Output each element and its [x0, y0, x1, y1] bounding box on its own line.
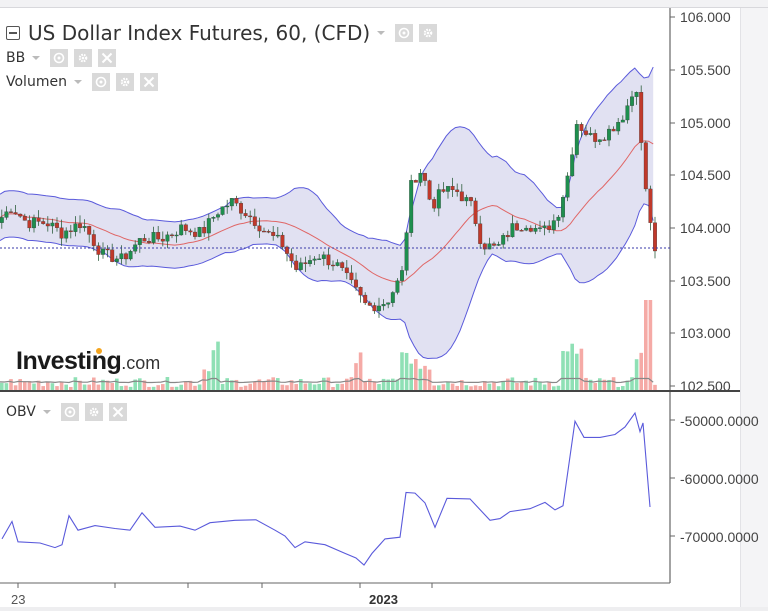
obv-line — [1, 411, 651, 566]
eye-icon[interactable] — [60, 403, 79, 421]
top-toolbar-strip — [0, 0, 768, 8]
price-axis-label: 104.000 — [680, 220, 731, 236]
gear-icon[interactable] — [84, 403, 103, 421]
price-axis-label: 102.500 — [680, 378, 731, 394]
obv-axis-label: -70000.0000 — [680, 529, 759, 545]
price-axis-label: 104.500 — [680, 167, 731, 183]
gear-icon[interactable] — [419, 24, 438, 42]
candlesticks — [0, 85, 657, 318]
time-axis-label: 23 — [11, 592, 26, 607]
price-axis-label: 105.000 — [680, 115, 731, 131]
close-icon[interactable] — [108, 403, 127, 421]
bollinger-bands — [0, 66, 654, 360]
logo-main: Investing — [16, 347, 122, 375]
investing-logo: Investing.com — [16, 347, 160, 376]
eye-icon[interactable] — [50, 49, 69, 67]
volume-histogram — [0, 300, 657, 390]
bottom-gutter — [0, 607, 768, 611]
indicator-legend-obv: OBV — [6, 403, 129, 421]
indicator-name: OBV — [6, 404, 36, 420]
obv-axis-label: -50000.0000 — [680, 413, 759, 429]
indicator-name: Volumen — [6, 74, 67, 90]
time-axis-label-year: 2023 — [369, 592, 398, 607]
chevron-down-icon[interactable] — [73, 80, 82, 84]
price-axis-label: 106.000 — [680, 9, 731, 25]
chart-title: US Dollar Index Futures, 60, (CFD) — [28, 21, 371, 45]
indicator-legend-volume: Volumen — [6, 73, 160, 91]
indicator-legend-bb: BB — [6, 49, 118, 67]
obv-axis-label: -60000.0000 — [680, 471, 759, 487]
chevron-down-icon[interactable] — [377, 31, 386, 35]
gear-icon[interactable] — [74, 49, 93, 67]
price-axis-label: 103.500 — [680, 273, 731, 289]
gear-icon[interactable] — [115, 73, 134, 91]
eye-icon[interactable] — [91, 73, 110, 91]
logo-dot — [96, 348, 102, 354]
logo-suffix: .com — [121, 353, 161, 373]
close-icon[interactable] — [139, 73, 158, 91]
chevron-down-icon[interactable] — [42, 410, 51, 414]
axis-ticks — [17, 16, 675, 588]
price-axis-label: 105.500 — [680, 62, 731, 78]
chevron-down-icon[interactable] — [32, 56, 41, 60]
right-scroll-gutter[interactable] — [740, 8, 768, 611]
chart-title-legend: US Dollar Index Futures, 60, (CFD) — [6, 21, 439, 45]
collapse-square-icon[interactable] — [6, 26, 20, 40]
close-icon[interactable] — [98, 49, 117, 67]
indicator-name: BB — [6, 50, 26, 66]
eye-icon[interactable] — [395, 24, 414, 42]
price-axis-label: 103.000 — [680, 325, 731, 341]
